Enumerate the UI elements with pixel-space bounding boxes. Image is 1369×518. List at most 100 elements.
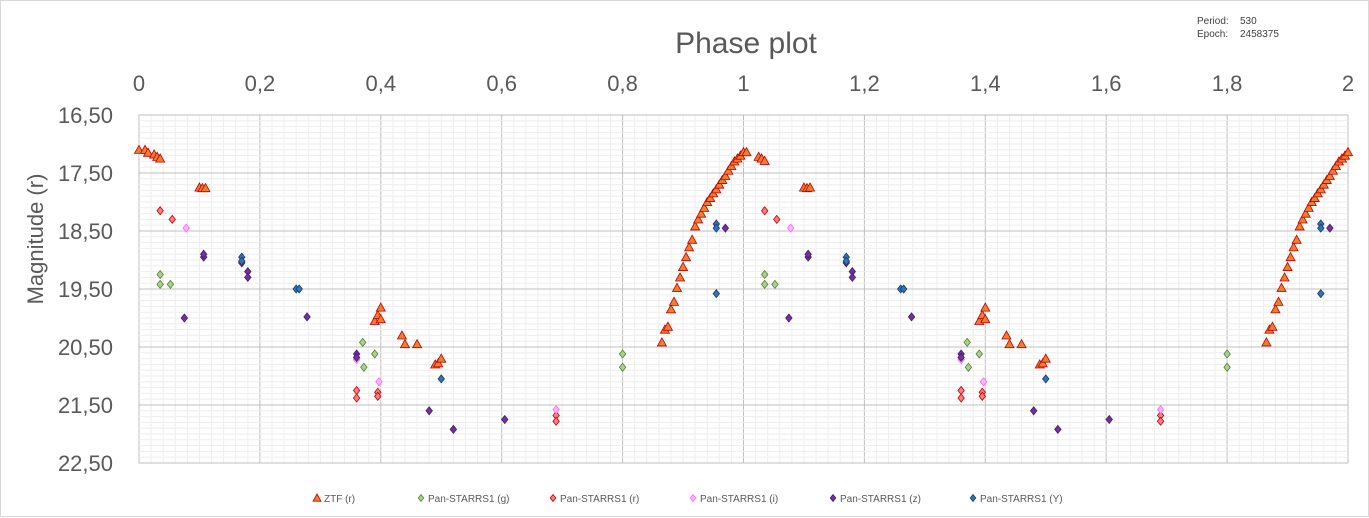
data-point	[720, 170, 731, 180]
data-point	[156, 269, 164, 280]
data-point	[665, 303, 677, 314]
data-point	[1037, 357, 1048, 368]
legend-item: Pan-STARRS1 (Y)	[969, 493, 1063, 505]
data-point	[1040, 353, 1051, 363]
data-point	[371, 349, 379, 359]
data-point	[1330, 160, 1342, 171]
data-point	[1042, 374, 1050, 384]
data-point	[980, 313, 991, 324]
data-point	[374, 391, 382, 401]
data-point	[433, 357, 444, 368]
data-point	[411, 338, 423, 349]
data-point	[552, 404, 560, 415]
series-pan-starrs1-g	[156, 269, 1231, 372]
data-point	[1223, 349, 1231, 359]
data-point	[1297, 214, 1308, 224]
data-point	[295, 284, 303, 294]
data-point	[501, 414, 509, 425]
data-point	[957, 352, 965, 363]
period-label: Period:	[1197, 16, 1229, 27]
tick-labels: 0 0,2 0,4 0,6 0,8 1 1,2 1,4 1,6 1,8 2 16,50 17,50 18,…	[58, 71, 1354, 476]
data-point	[618, 362, 627, 372]
data-point	[200, 182, 211, 193]
y-tick-label: 20,50	[58, 335, 113, 360]
y-tick-label: 17,50	[58, 161, 113, 186]
data-point	[1156, 416, 1165, 426]
data-point	[656, 337, 668, 347]
data-point	[759, 155, 770, 165]
x-tick-label: 0	[133, 71, 145, 96]
series-pan-starrs1-i	[182, 223, 1165, 415]
data-point	[907, 312, 916, 322]
data-point	[1285, 251, 1296, 262]
data-point	[182, 223, 190, 233]
data-point	[618, 349, 627, 359]
x-tick-label: 1,6	[1091, 71, 1122, 96]
data-point	[1267, 321, 1278, 331]
data-point	[1342, 146, 1354, 157]
legend-marker	[969, 493, 977, 503]
y-tick-label: 22,50	[58, 451, 113, 476]
legend-marker	[689, 493, 697, 503]
y-tick-label: 19,50	[58, 277, 113, 302]
data-point	[1270, 303, 1281, 314]
x-tick-label: 1	[737, 71, 749, 96]
data-point	[696, 208, 707, 218]
data-point	[399, 338, 411, 349]
data-point	[721, 223, 730, 233]
legend: ZTF (r) Pan-STARRS1 (g) Pan-STARRS1 (r) Pan…	[312, 493, 1063, 505]
data-point	[723, 165, 734, 175]
data-point	[1282, 261, 1293, 271]
data-point	[975, 349, 983, 359]
legend-marker	[829, 493, 837, 503]
data-point	[1315, 183, 1326, 194]
data-point	[244, 272, 252, 283]
data-point	[352, 352, 361, 363]
legend-label: Pan-STARRS1 (i)	[700, 494, 778, 505]
info-labels: Period: Epoch:	[1197, 15, 1229, 41]
data-point	[773, 214, 781, 225]
data-points	[133, 144, 1354, 435]
data-point	[804, 249, 812, 259]
x-tick-label: 0,2	[245, 71, 276, 96]
data-point	[686, 234, 698, 244]
data-point	[760, 206, 769, 216]
data-point	[980, 302, 991, 312]
data-point	[804, 182, 816, 192]
legend-item: ZTF (r)	[312, 493, 355, 505]
legend-marker	[417, 493, 425, 503]
data-point	[156, 206, 164, 216]
data-point	[680, 251, 692, 262]
data-point	[375, 302, 386, 312]
data-point	[375, 313, 386, 324]
legend-item: Pan-STARRS1 (z)	[829, 493, 921, 505]
data-point	[712, 223, 721, 233]
info-values: 530 2458375	[1240, 15, 1279, 41]
data-point	[741, 146, 752, 157]
data-point	[692, 214, 704, 224]
data-point	[1291, 234, 1302, 244]
data-point	[786, 223, 795, 233]
data-point	[1300, 208, 1311, 218]
data-point	[712, 288, 721, 299]
data-point	[1276, 282, 1287, 292]
x-tick-label: 1,2	[849, 71, 880, 96]
y-tick-label: 18,50	[58, 219, 113, 244]
data-point	[689, 221, 701, 231]
data-point	[437, 374, 445, 384]
legend-label: Pan-STARRS1 (Y)	[980, 494, 1063, 505]
period-value: 530	[1240, 16, 1257, 27]
data-point	[726, 160, 737, 171]
data-point	[1317, 223, 1325, 233]
data-point	[1016, 338, 1027, 349]
grid	[138, 114, 1349, 464]
legend-item: Pan-STARRS1 (i)	[689, 493, 778, 505]
data-point	[1326, 223, 1334, 233]
data-point	[1054, 424, 1062, 435]
series-pan-starrs1-z	[180, 223, 1334, 435]
data-point	[711, 183, 722, 194]
data-point	[156, 279, 164, 290]
x-tick-label: 1,8	[1212, 71, 1243, 96]
